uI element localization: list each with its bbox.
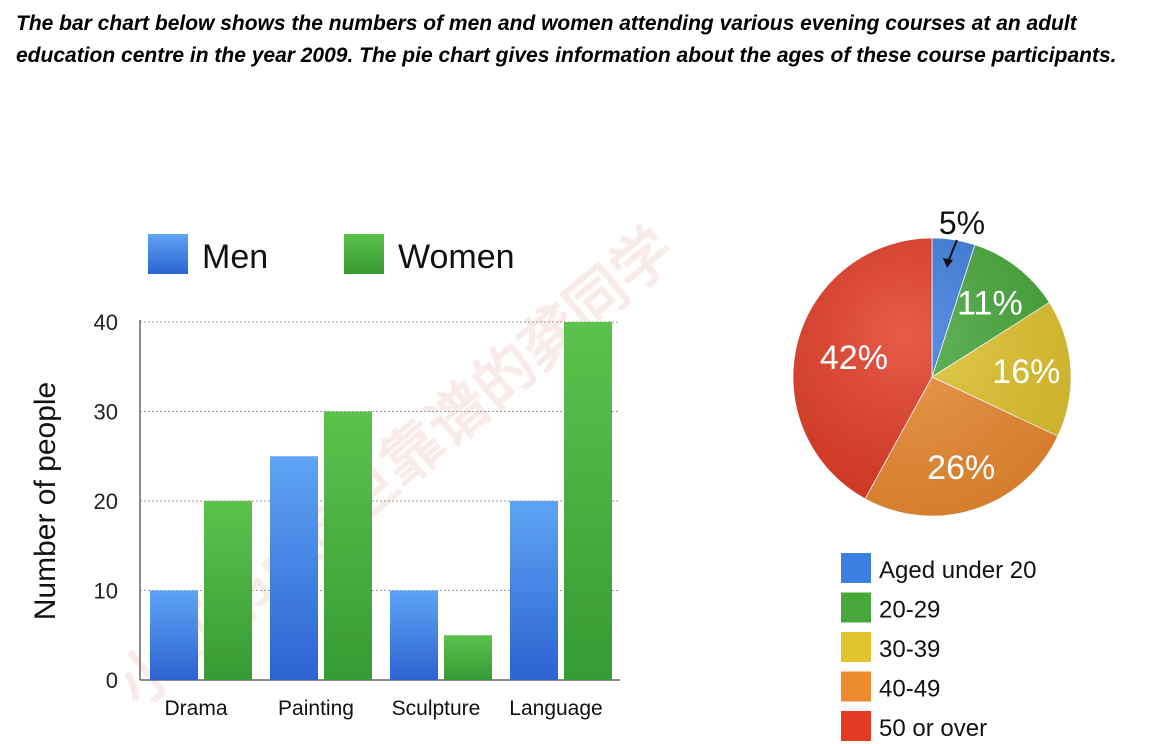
pie-label-1: 11% [957,284,1023,322]
bar-men-language [510,501,558,680]
pie-slice-3 [864,376,1059,517]
pie-shading [793,238,1071,516]
pie-label-3: 26% [927,449,995,487]
x-tick-label: Drama [164,697,227,720]
pie-slice-4 [792,237,933,500]
pie-legend-label-2: 30-39 [879,636,940,663]
y-axis-title: Number of people [29,382,62,620]
bar-men-drama [150,590,198,680]
pie-label-arrow [947,239,958,263]
pie-legend-swatch-0 [841,553,871,583]
y-tick-label: 10 [94,579,118,604]
pie-legend-swatch-4 [841,711,871,741]
pie-label-arrowhead [943,258,953,268]
legend-swatch-women [344,234,384,274]
legend-swatch-men [148,234,188,274]
bar-chart: 0 10 20 30 40 Number of people Drama Painting Sc… [29,234,620,720]
pie-label-0: 5% [939,205,985,241]
y-tick-label: 40 [94,310,118,335]
pie-legend-label-0: Aged under 20 [879,557,1036,584]
pie-legend-swatch-1 [841,592,871,623]
y-tick-label: 30 [94,400,118,425]
bar-women-painting [324,411,372,680]
bar-women-language [564,322,612,680]
x-tick-label: Language [509,697,602,720]
legend-label-men: Men [202,238,268,276]
bar-men-sculpture [390,590,438,680]
pie-label-2: 16% [992,353,1060,391]
pie-legend-swatch-3 [841,671,871,702]
pie-slice-1 [931,244,1050,378]
pie-slice-2 [931,301,1072,437]
x-tick-label: Painting [278,697,354,720]
pie-legend-label-3: 40-49 [879,676,940,703]
y-tick-label: 20 [94,489,118,514]
pie-legend-label-4: 50 or over [879,715,987,742]
bar-women-sculpture [444,635,492,680]
y-tick-label: 0 [106,668,118,693]
bar-men-painting [270,456,318,680]
legend-label-women: Women [398,238,515,276]
task-prompt: The bar chart below shows the numbers of… [16,12,1117,67]
bar-women-drama [204,501,252,680]
pie-slice-0 [931,237,976,378]
pie-legend-swatch-2 [841,632,871,662]
pie-legend-label-1: 20-29 [879,597,940,624]
x-tick-label: Sculpture [392,697,481,720]
pie-label-4: 42% [820,339,888,377]
